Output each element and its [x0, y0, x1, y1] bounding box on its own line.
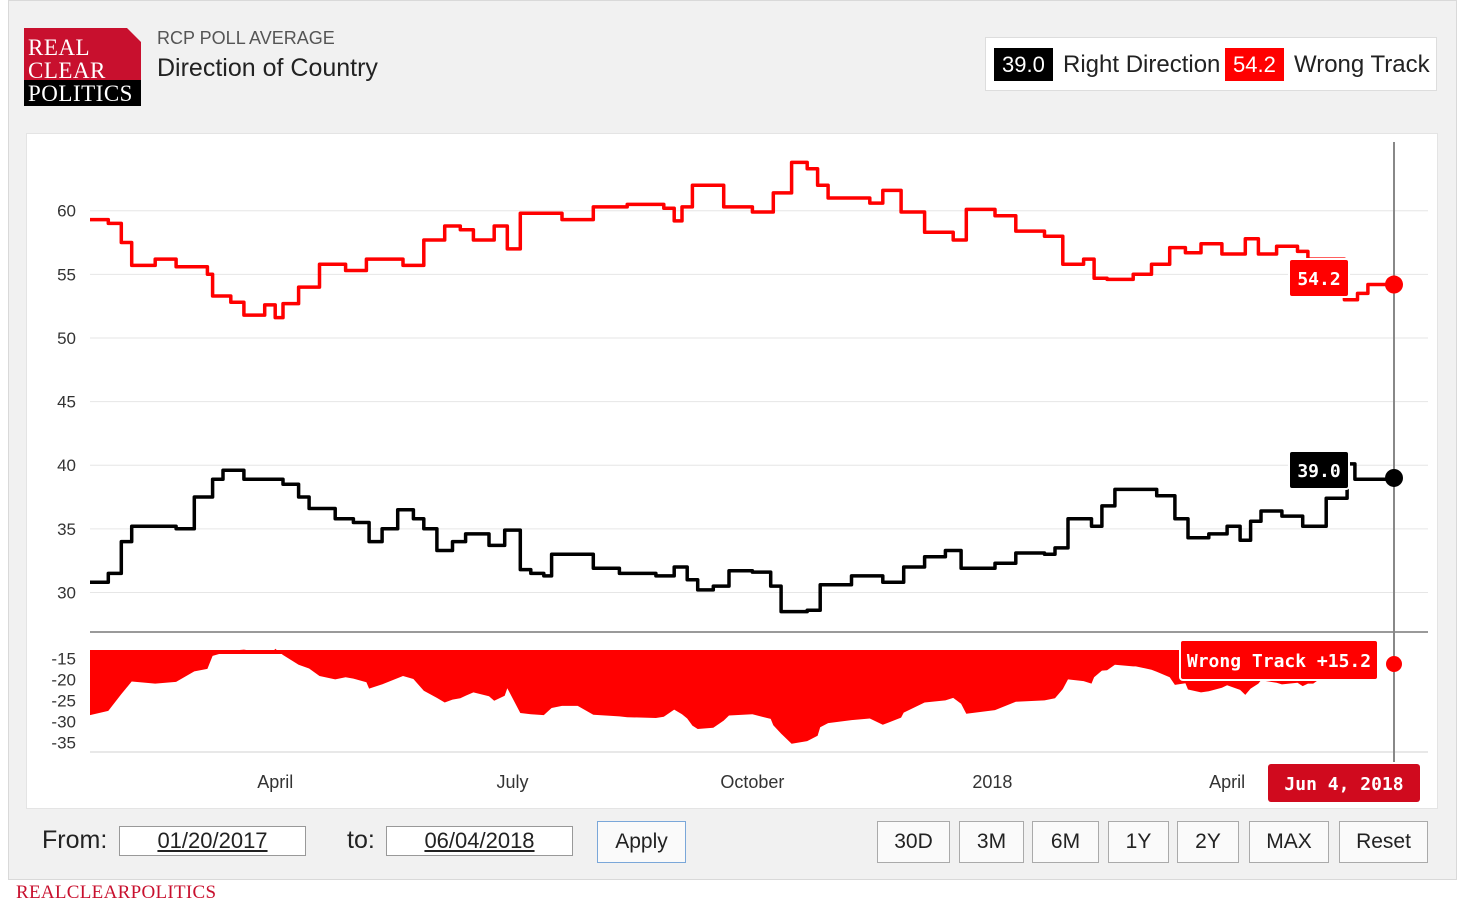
wrong-track-tooltip-text: 54.2: [1297, 269, 1340, 290]
date-tooltip-text: Jun 4, 2018: [1284, 774, 1403, 795]
right-direction-tooltip-text: 39.0: [1297, 461, 1340, 482]
spread-tick-label: -20: [51, 670, 76, 689]
from-date-input[interactable]: 01/20/2017: [119, 826, 306, 856]
range-30d-button[interactable]: 30D: [877, 821, 950, 863]
spread-tooltip-box: [1179, 639, 1379, 681]
y-tick-label: 35: [57, 520, 76, 539]
chart-title: Direction of Country: [157, 54, 378, 82]
range-3m-button[interactable]: 3M: [959, 821, 1024, 863]
legend-wrong-track-value: 54.2: [1225, 48, 1284, 81]
spread-tooltip-text: Wrong Track +15.2: [1187, 651, 1371, 672]
y-tick-label: 40: [57, 456, 76, 475]
y-tick-label: 50: [57, 329, 76, 348]
plot-background: [90, 142, 1428, 632]
spread-tick-label: -35: [51, 733, 76, 752]
range-6m-button[interactable]: 6M: [1032, 821, 1099, 863]
range-max-button[interactable]: MAX: [1249, 821, 1329, 863]
x-tick-label: April: [257, 772, 293, 792]
spread-tick-label: -30: [51, 712, 76, 731]
wrong-track-end-marker: [1385, 275, 1403, 294]
right-direction-tooltip-box: [1288, 450, 1350, 490]
y-tick-label: 60: [57, 202, 76, 221]
range-2y-button[interactable]: 2Y: [1177, 821, 1239, 863]
spread-end-marker: [1386, 656, 1402, 672]
rcp-logo: REAL CLEAR POLITICS: [24, 28, 141, 106]
spread-tick-label: -25: [51, 691, 76, 710]
x-tick-label: 2018: [972, 772, 1012, 792]
to-label: to:: [347, 826, 375, 854]
series-wrong-track-line: [90, 160, 1394, 320]
x-tick-label: October: [720, 772, 784, 792]
range-1y-button[interactable]: 1Y: [1108, 821, 1169, 863]
legend-right-direction-label: Right Direction: [1063, 51, 1221, 78]
from-label: From:: [42, 826, 108, 854]
chart-supertitle: RCP POLL AVERAGE: [157, 28, 335, 48]
spread-area: [90, 648, 1327, 744]
apply-button[interactable]: Apply: [597, 821, 686, 863]
legend: 39.0 Right Direction 54.2 Wrong Track: [985, 37, 1437, 91]
legend-right-direction-value: 39.0: [994, 48, 1053, 81]
date-tooltip-box: [1268, 764, 1420, 802]
to-date-input[interactable]: 06/04/2018: [386, 826, 573, 856]
x-tick-label: July: [496, 772, 528, 792]
x-tick-label: April: [1209, 772, 1245, 792]
y-tick-label: 55: [57, 265, 76, 284]
right-direction-end-marker: [1385, 468, 1403, 487]
footer-brand: REALCLEARPOLITICS: [16, 882, 217, 903]
spread-tick-label: -15: [51, 649, 76, 668]
wrong-track-tooltip-box: [1288, 258, 1350, 298]
reset-button[interactable]: Reset: [1339, 821, 1428, 863]
y-tick-label: 45: [57, 393, 76, 412]
y-tick-label: 30: [57, 583, 76, 602]
series-right-direction-line: [90, 462, 1396, 614]
legend-wrong-track-label: Wrong Track: [1294, 51, 1430, 78]
